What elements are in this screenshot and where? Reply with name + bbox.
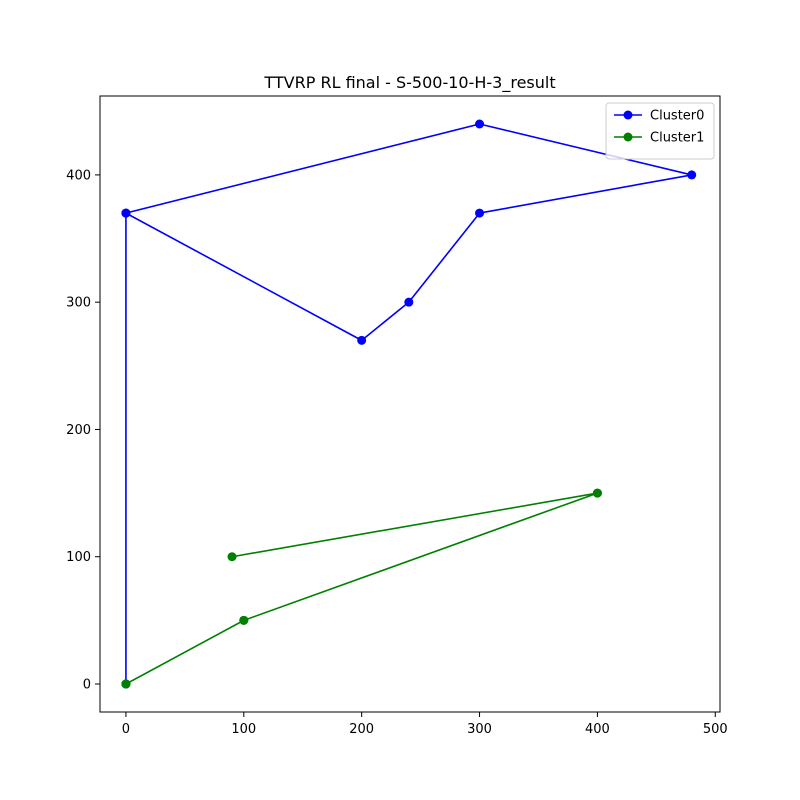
data-point-cluster0-2 <box>475 119 485 129</box>
data-point-cluster0-6 <box>357 335 367 345</box>
plot-area <box>121 119 697 689</box>
data-point-cluster0-3 <box>687 170 697 180</box>
y-axis: 0 100 200 300 400 <box>66 168 100 693</box>
x-tick-label: 400 <box>585 722 610 737</box>
y-tick-label: 300 <box>66 296 91 311</box>
legend-label-cluster1: Cluster1 <box>650 131 704 146</box>
data-point-cluster1-6 <box>121 679 131 689</box>
chart-title: TTVRP RL final - S-500-10-H-3_result <box>263 73 555 93</box>
legend: Cluster0 Cluster1 <box>605 102 715 160</box>
x-axis: 0 100 200 300 400 500 <box>122 712 728 737</box>
x-tick-label: 0 <box>122 722 130 737</box>
data-point-cluster1-4 <box>592 488 602 498</box>
legend-label-cluster0: Cluster0 <box>650 109 704 124</box>
axes-frame <box>99 95 721 713</box>
data-point-cluster1-5 <box>239 615 249 625</box>
x-tick-label: 200 <box>349 722 374 737</box>
x-tick-label: 500 <box>703 722 728 737</box>
data-point-cluster0-5 <box>404 297 414 307</box>
legend-box <box>605 102 715 160</box>
y-tick-label: 100 <box>66 550 91 565</box>
x-tick-label: 300 <box>467 722 492 737</box>
y-tick-label: 400 <box>66 168 91 183</box>
data-point-cluster0-7 <box>121 208 131 218</box>
y-tick-label: 0 <box>83 678 91 693</box>
x-tick-label: 100 <box>231 722 256 737</box>
legend-marker-cluster0 <box>623 110 633 120</box>
legend-marker-cluster1 <box>623 132 633 142</box>
series-cluster1 <box>121 488 602 689</box>
data-point-cluster1-3 <box>227 552 237 562</box>
y-tick-label: 200 <box>66 423 91 438</box>
data-point-cluster0-4 <box>475 208 485 218</box>
